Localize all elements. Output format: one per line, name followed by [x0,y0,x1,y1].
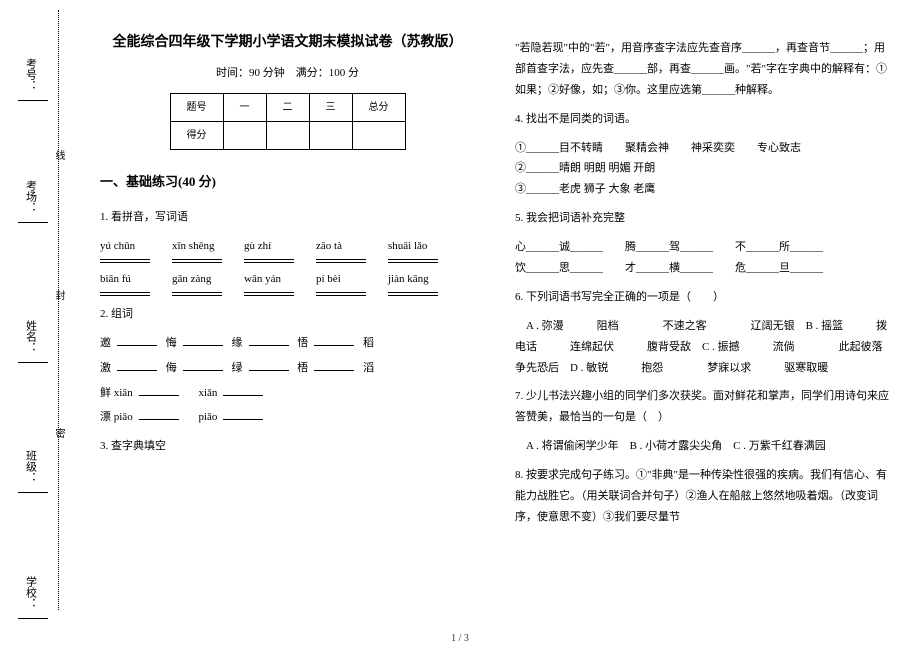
q4-line3: ③______老虎 狮子 大象 老鹰 [515,179,890,200]
score-table: 题号 一 二 三 总分 得分 [170,93,406,150]
binding-label: 考场： [28,180,48,260]
blank-row-2 [100,292,475,296]
q7-label: 7. 少儿书法兴趣小组的同学们多次获奖。面对鲜花和掌声，同学们用诗句来应答赞美，… [515,386,890,428]
zuci-line-1: 邀 悔 缘 悟 稻 [100,333,475,354]
binding-label: 考号： [28,58,48,138]
zuci-line-4: 漂 piāo piǎo [100,407,475,428]
q1-label: 1. 看拼音，写词语 [100,207,475,228]
pinyin-row-2: biān fú gān zàng wān yán pí bèi jiàn kān… [100,269,475,290]
th-0: 题号 [170,94,223,122]
exam-subtitle: 时间：90 分钟 满分：100 分 [100,63,475,84]
q6-opts: A . 弥漫 阻档 不速之客 辽阔无银 B . 摇篮 拨电话 连绵起伏 腹背受敌… [515,316,890,379]
q4-label: 4. 找出不是同类的词语。 [515,109,890,130]
binding-label: 姓名： [28,320,48,400]
exam-title: 全能综合四年级下学期小学语文期末模拟试卷（苏教版） [100,30,475,57]
blank-row-1 [100,259,475,263]
q8-text: 8. 按要求完成句子练习。①"非典"是一种传染性很强的疾病。我们有信心、有能力战… [515,465,890,528]
binding-label: 班级： [28,450,48,530]
q5-line1: 心______诚______ 腾______驾______ 不______所__… [515,237,890,258]
th-4: 总分 [352,94,405,122]
binding-seal-char: 线 [52,150,66,168]
section-heading: 一、基础练习(40 分) [100,170,475,195]
left-column: 全能综合四年级下学期小学语文期末模拟试卷（苏教版） 时间：90 分钟 满分：10… [100,30,475,620]
q5-line2: 饮______思______ 才______横______ 危______旦__… [515,258,890,279]
q2-label: 2. 组词 [100,304,475,325]
q6-label: 6. 下列词语书写完全正确的一项是（ ） [515,287,890,308]
q7-opts: A . 将谓偷闲学少年 B . 小荷才露尖尖角 C . 万紫千红春满园 [515,436,890,457]
zuci-line-3: 鲜 xiān xiǎn [100,383,475,404]
q4-line1: ①______目不转睛 聚精会神 神采奕奕 专心致志 [515,138,890,159]
pinyin-row-1: yú chǔn xīn shēng gù zhí zāo tà shuāi lǎ… [100,236,475,257]
q4-line2: ②______晴朗 明朗 明媚 开朗 [515,158,890,179]
table-row: 得分 [170,122,405,150]
th-2: 二 [266,94,309,122]
q3-label: 3. 查字典填空 [100,436,475,457]
page-footer: 1 / 3 [0,633,920,644]
binding-dotted-line [58,10,59,610]
q5-label: 5. 我会把词语补充完整 [515,208,890,229]
binding-seal-char: 密 [52,428,66,446]
zuci-line-2: 激 侮 绿 梧 滔 [100,358,475,379]
right-column: "若隐若现"中的"若"，用音序查字法应先查音序______，再查音节______… [515,30,890,620]
binding-label: 学校： [28,576,48,656]
row2-label: 得分 [170,122,223,150]
th-1: 一 [223,94,266,122]
binding-margin: 考号：考场：姓名：班级：学校：线封密 [0,0,80,650]
binding-seal-char: 封 [52,290,66,308]
table-row: 题号 一 二 三 总分 [170,94,405,122]
th-3: 三 [309,94,352,122]
page-content: 全能综合四年级下学期小学语文期末模拟试卷（苏教版） 时间：90 分钟 满分：10… [100,30,890,620]
right-top-paragraph: "若隐若现"中的"若"，用音序查字法应先查音序______，再查音节______… [515,38,890,101]
